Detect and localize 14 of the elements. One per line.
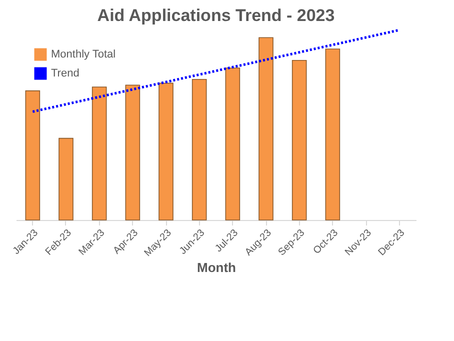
- chart-title: Aid Applications Trend - 2023: [97, 6, 335, 25]
- bar: [92, 86, 107, 220]
- bar: [125, 84, 140, 220]
- x-axis-title: Month: [197, 260, 236, 276]
- bar: [325, 48, 340, 220]
- bar: [292, 60, 307, 220]
- bar: [258, 37, 274, 220]
- bar: [225, 68, 240, 220]
- legend-label: Trend: [51, 68, 80, 80]
- bar: [58, 138, 74, 220]
- bar: [158, 82, 174, 220]
- legend-label: Monthly Total: [51, 48, 116, 60]
- bar: [25, 90, 40, 220]
- bar: [192, 79, 207, 220]
